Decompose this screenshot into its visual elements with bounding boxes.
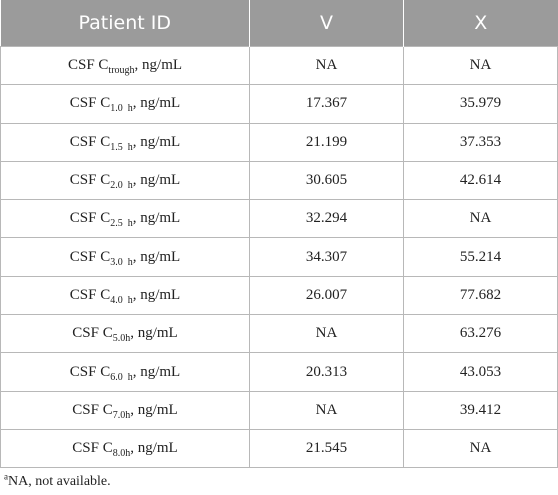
cell-patient-v: 17.367 [249,84,404,124]
row-label-subscript: 2.5 h [110,218,133,230]
cell-patient-x: NA [403,428,558,469]
row-label-prefix: CSF C [69,210,111,227]
row-label-cell: CSF C2.5 h, ng/mL [0,199,250,238]
cell-patient-x: 55.214 [403,237,558,277]
row-label-prefix: CSF C [72,401,113,418]
cell-patient-x: 43.053 [403,352,558,392]
row-label-subscript: 6.0 h [110,371,133,383]
row-label-subscript: 7.0h [112,409,131,421]
table-container: Patient ID V X CSF Ctrough, ng/mL NA NA CSF… [0,0,558,469]
csf-concentration-table: Patient ID V X CSF Ctrough, ng/mL NA NA CSF… [0,0,558,469]
row-label-cell: CSF C4.0 h, ng/mL [0,275,250,315]
row-label-cell: CSF C5.0h, ng/mL [0,314,250,353]
footnote-text: NA, not available. [8,474,111,489]
cell-patient-v: NA [249,314,404,353]
row-label-suffix: , ng/mL [134,57,183,74]
row-label-cell: CSF Ctrough, ng/mL [0,45,250,85]
header-patient-x: X [403,0,558,47]
table-row: CSF C1.0 h, ng/mL 17.367 35.979 [0,84,558,124]
cell-patient-x: 63.276 [403,314,558,353]
row-label-suffix: , ng/mL [132,363,181,380]
cell-patient-x: NA [403,199,558,238]
cell-patient-v: 20.313 [249,352,404,392]
table-header: Patient ID V X [0,0,558,47]
cell-patient-v: 21.199 [249,122,404,162]
header-patient-v: V [249,0,404,47]
row-label-prefix: CSF C [67,57,109,74]
row-label-suffix: , ng/mL [130,440,178,457]
table-footnote: aNA, not available. [4,471,111,490]
header-patient-id: Patient ID [0,0,250,47]
row-label-subscript: 2.0 h [110,180,133,192]
row-label-suffix: , ng/mL [130,325,178,342]
row-label-cell: CSF C2.0 h, ng/mL [0,160,250,200]
table-row: CSF C2.0 h, ng/mL 30.605 42.614 [0,160,558,200]
row-label-subscript: 4.0 h [110,294,133,306]
cell-patient-v: NA [249,45,404,85]
row-label-cell: CSF C7.0h, ng/mL [0,390,250,430]
row-label-prefix: CSF C [69,286,111,303]
table-row: CSF C1.5 h, ng/mL 21.199 37.353 [0,122,558,162]
cell-patient-v: 32.294 [249,199,404,238]
row-label-suffix: , ng/mL [130,401,178,418]
row-label-cell: CSF C1.0 h, ng/mL [0,84,250,124]
table-row: CSF C8.0h, ng/mL 21.545 NA [0,428,558,469]
cell-patient-v: 34.307 [249,237,404,277]
row-label-prefix: CSF C [72,440,113,457]
row-label-cell: CSF C8.0h, ng/mL [0,428,250,469]
row-label-suffix: , ng/mL [132,133,181,150]
row-label-cell: CSF C6.0 h, ng/mL [0,352,250,392]
table-row: CSF C4.0 h, ng/mL 26.007 77.682 [0,275,558,315]
table-row: CSF C3.0 h, ng/mL 34.307 55.214 [0,237,558,277]
row-label-suffix: , ng/mL [132,95,181,112]
row-label-subscript: 8.0h [112,448,131,460]
cell-patient-x: 35.979 [403,84,558,124]
row-label-subscript: 1.0 h [110,103,133,115]
footnote-marker: a [4,471,8,482]
cell-patient-v: 30.605 [249,160,404,200]
row-label-suffix: , ng/mL [132,172,181,189]
cell-patient-x: NA [403,45,558,85]
cell-patient-v: NA [249,390,404,430]
row-label-prefix: CSF C [69,172,111,189]
table-row: CSF Ctrough, ng/mL NA NA [0,45,558,85]
row-label-prefix: CSF C [69,95,111,112]
row-label-prefix: CSF C [69,363,111,380]
table-row: CSF C5.0h, ng/mL NA 63.276 [0,314,558,353]
row-label-suffix: , ng/mL [132,286,181,303]
header-row: Patient ID V X [0,0,558,47]
table-row: CSF C7.0h, ng/mL NA 39.412 [0,390,558,430]
cell-patient-v: 21.545 [249,428,404,469]
row-label-subscript: 1.5 h [110,141,133,153]
cell-patient-x: 77.682 [403,275,558,315]
row-label-prefix: CSF C [69,133,111,150]
row-label-cell: CSF C3.0 h, ng/mL [0,237,250,277]
row-label-suffix: , ng/mL [132,210,181,227]
row-label-cell: CSF C1.5 h, ng/mL [0,122,250,162]
cell-patient-x: 39.412 [403,390,558,430]
table-row: CSF C2.5 h, ng/mL 32.294 NA [0,199,558,238]
cell-patient-x: 37.353 [403,122,558,162]
cell-patient-x: 42.614 [403,160,558,200]
cell-patient-v: 26.007 [249,275,404,315]
row-label-suffix: , ng/mL [132,248,181,265]
table-body: CSF Ctrough, ng/mL NA NA CSF C1.0 h, ng/mL 1… [0,45,558,469]
row-label-prefix: CSF C [72,325,113,342]
row-label-subscript: 3.0 h [110,256,133,268]
row-label-prefix: CSF C [69,248,111,265]
row-label-subscript: trough [108,65,135,77]
table-row: CSF C6.0 h, ng/mL 20.313 43.053 [0,352,558,392]
row-label-subscript: 5.0h [112,333,131,345]
